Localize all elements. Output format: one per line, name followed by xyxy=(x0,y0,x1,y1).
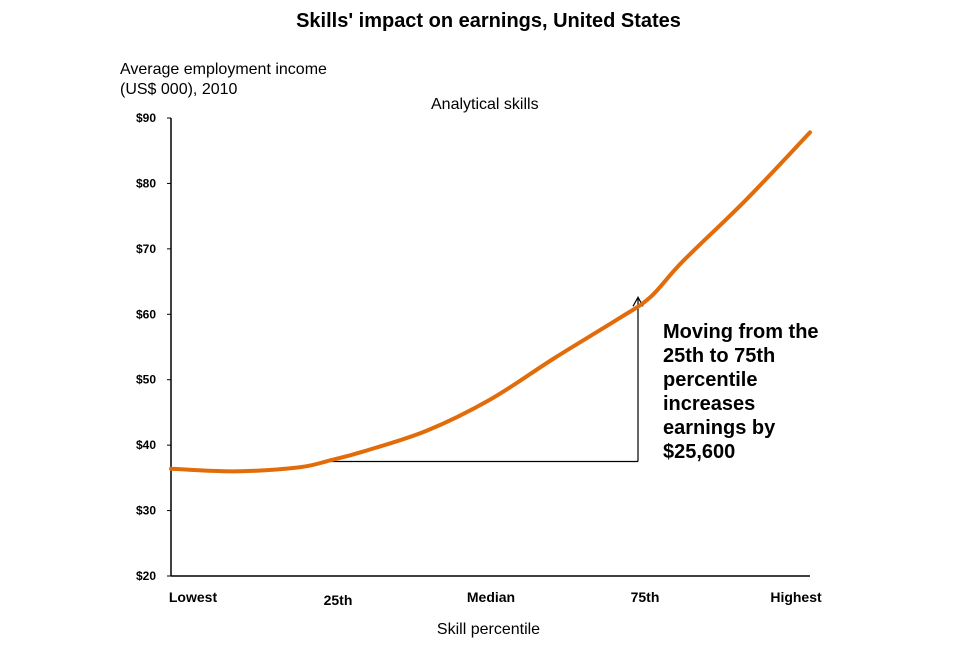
annotation-line: Moving from the xyxy=(663,321,819,343)
x-axis-label: Skill percentile xyxy=(436,621,541,638)
y-tick-label: $80 xyxy=(136,176,156,190)
y-tick-label: $90 xyxy=(136,111,156,125)
annotation-line: increases xyxy=(663,393,756,415)
annotation-line: percentile xyxy=(663,369,758,391)
annotation-line: earnings by xyxy=(663,417,776,439)
annotation-line: $25,600 xyxy=(663,441,736,463)
y-axis-label-line1: Average employment income xyxy=(120,61,327,78)
chart-subtitle: Analytical skills xyxy=(431,96,539,113)
x-tick-label: Highest xyxy=(770,589,822,605)
chart-title: Skills' impact on earnings, United State… xyxy=(296,10,681,32)
y-tick-label: $20 xyxy=(136,569,156,583)
y-tick-label: $50 xyxy=(136,373,156,387)
y-tick-label: $60 xyxy=(136,307,156,321)
x-tick-label: Median xyxy=(467,589,515,605)
y-axis-label: Average employment income (US$ 000), 201… xyxy=(120,60,327,100)
y-tick-label: $30 xyxy=(136,504,156,518)
y-tick-label: $40 xyxy=(136,438,156,452)
y-axis-label-line2: (US$ 000), 2010 xyxy=(120,81,238,98)
y-tick-label: $70 xyxy=(136,242,156,256)
series-line xyxy=(169,130,812,474)
x-tick-label: 75th xyxy=(631,589,660,605)
annotation-text: Moving from the 25th to 75th percentile … xyxy=(663,320,843,464)
annotation-line: 25th to 75th xyxy=(663,345,776,367)
x-tick-label: Lowest xyxy=(169,589,218,605)
x-tick-label: 25th xyxy=(324,592,353,608)
